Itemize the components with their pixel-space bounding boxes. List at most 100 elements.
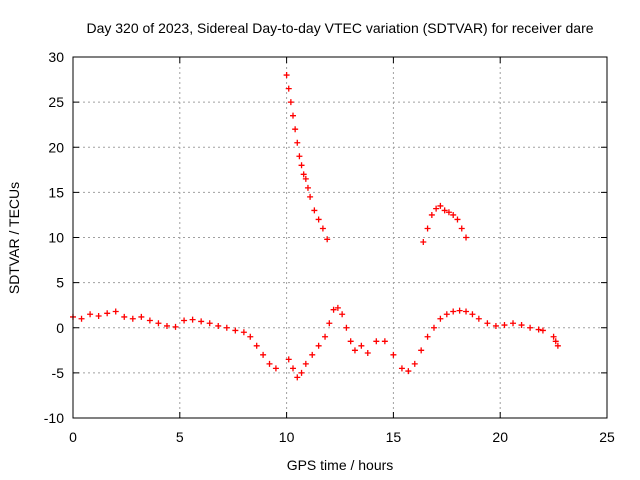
data-point — [272, 365, 279, 372]
data-point — [315, 216, 322, 223]
data-point — [492, 322, 499, 329]
data-point — [319, 225, 326, 232]
data-point — [484, 320, 491, 327]
data-point — [535, 326, 542, 333]
data-point — [104, 310, 111, 317]
chart-title: Day 320 of 2023, Sidereal Day-to-day VTE… — [86, 20, 593, 36]
data-point — [334, 304, 341, 311]
data-point — [430, 324, 437, 331]
data-point — [298, 162, 305, 169]
y-axis-label: SDTVAR / TECUs — [6, 182, 22, 294]
data-point — [358, 342, 365, 349]
data-point — [554, 342, 561, 349]
data-point — [155, 320, 162, 327]
data-point — [240, 329, 247, 336]
data-point — [475, 315, 482, 322]
grid-lines — [72, 56, 608, 419]
data-point — [298, 369, 305, 376]
data-point — [339, 311, 346, 318]
data-point — [398, 365, 405, 372]
data-point — [463, 308, 470, 315]
data-point — [454, 216, 461, 223]
data-point — [381, 338, 388, 345]
data-point — [146, 317, 153, 324]
data-point — [311, 207, 318, 214]
data-point — [302, 360, 309, 367]
data-point — [411, 360, 418, 367]
y-tick-label: -5 — [52, 365, 65, 381]
data-point — [539, 327, 546, 334]
data-point — [441, 207, 448, 214]
data-point — [420, 239, 427, 246]
y-tick-label: 20 — [48, 139, 64, 155]
data-point — [129, 315, 136, 322]
data-point — [307, 193, 314, 200]
plot-frame — [72, 56, 608, 419]
data-point — [138, 313, 145, 320]
y-tick-label: 30 — [48, 49, 64, 65]
data-point — [253, 342, 260, 349]
data-point — [463, 234, 470, 241]
data-point — [351, 347, 358, 354]
data-point — [292, 126, 299, 133]
data-point — [266, 360, 273, 367]
data-point — [260, 351, 267, 358]
data-point — [223, 324, 230, 331]
data-point — [181, 317, 188, 324]
x-tick-label: 15 — [386, 429, 402, 445]
data-point — [418, 347, 425, 354]
data-point — [469, 311, 476, 318]
data-point — [343, 324, 350, 331]
data-point — [287, 99, 294, 106]
data-point — [294, 374, 301, 381]
data-point — [428, 211, 435, 218]
data-point — [373, 338, 380, 345]
data-point — [285, 356, 292, 363]
y-tick-label: 0 — [56, 320, 64, 336]
x-tick-label: 5 — [176, 429, 184, 445]
data-point — [324, 236, 331, 243]
data-point — [290, 365, 297, 372]
data-points — [70, 72, 561, 381]
data-point — [95, 313, 102, 320]
data-point — [450, 211, 457, 218]
data-point — [550, 333, 557, 340]
data-point — [232, 327, 239, 334]
data-point — [527, 324, 534, 331]
data-point — [552, 338, 559, 345]
data-point — [458, 225, 465, 232]
data-point — [302, 175, 309, 182]
data-point — [437, 315, 444, 322]
y-tick-label: -10 — [44, 410, 64, 426]
data-point — [285, 85, 292, 92]
x-tick-label: 10 — [279, 429, 295, 445]
data-point — [433, 205, 440, 212]
data-point — [78, 315, 85, 322]
data-point — [189, 316, 196, 323]
data-point — [309, 351, 316, 358]
data-point — [347, 338, 354, 345]
data-point — [304, 184, 311, 191]
data-point — [501, 322, 508, 329]
data-point — [315, 342, 322, 349]
data-point — [290, 112, 297, 119]
data-point — [163, 322, 170, 329]
x-axis-label: GPS time / hours — [287, 457, 394, 473]
data-point — [247, 333, 254, 340]
data-point — [206, 320, 213, 327]
y-tick-label: 15 — [48, 184, 64, 200]
data-point — [294, 139, 301, 146]
data-point — [121, 313, 128, 320]
data-point — [87, 311, 94, 318]
data-point — [405, 368, 412, 375]
y-tick-label: 10 — [48, 230, 64, 246]
x-tick-label: 0 — [69, 429, 77, 445]
data-point — [424, 333, 431, 340]
data-point — [437, 202, 444, 209]
data-point — [443, 311, 450, 318]
data-point — [518, 322, 525, 329]
data-point — [390, 351, 397, 358]
tick-labels: 0 5 10 15 20 25 -10 -5 0 5 10 15 20 25 30 — [44, 49, 615, 445]
data-point — [330, 306, 337, 313]
